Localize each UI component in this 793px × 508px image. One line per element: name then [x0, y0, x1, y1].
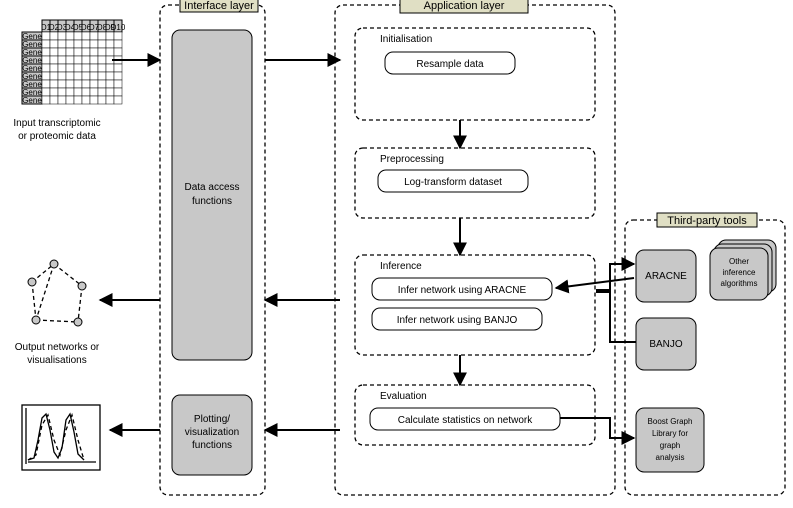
- other-l2: inference: [723, 268, 756, 277]
- infer-aracne-label: Infer network using ARACNE: [398, 285, 527, 296]
- other-l1: Other: [729, 257, 749, 266]
- logtransform-label: Log-transform dataset: [404, 177, 502, 188]
- evaluation-label: Evaluation: [380, 391, 427, 402]
- plotting-l3: functions: [192, 440, 232, 451]
- svg-text:Gene: Gene: [22, 96, 42, 105]
- initialisation-label: Initialisation: [380, 34, 432, 45]
- output-caption-l2: visualisations: [27, 355, 86, 366]
- output-caption-l1: Output networks or: [15, 342, 100, 353]
- svg-text:D10: D10: [111, 23, 126, 32]
- boost-l3: graph: [660, 441, 680, 450]
- boost-l2: Library for: [652, 429, 688, 438]
- plotting-l1: Plotting/: [194, 414, 230, 425]
- boost-l4: analysis: [656, 453, 685, 462]
- interface-layer-label: Interface layer: [184, 0, 254, 12]
- boost-l1: Boost Graph: [648, 417, 693, 426]
- data-access-l2: functions: [192, 196, 232, 207]
- banjo-label: BANJO: [649, 339, 683, 350]
- input-caption-l1: Input transcriptomic: [13, 118, 100, 129]
- output-network-icon: [28, 260, 86, 326]
- infer-banjo-label: Infer network using BANJO: [397, 315, 518, 326]
- calc-stats-label: Calculate statistics on network: [398, 415, 534, 426]
- aracne-label: ARACNE: [645, 271, 687, 282]
- output-plot-icon: [22, 405, 100, 470]
- data-access-box: [172, 30, 252, 360]
- input-caption-l2: or proteomic data: [18, 131, 96, 142]
- inference-label: Inference: [380, 261, 422, 272]
- application-layer-label: Application layer: [424, 0, 505, 12]
- resample-label: Resample data: [416, 59, 484, 70]
- data-access-l1: Data access: [184, 182, 239, 193]
- input-data-grid-icon: D1D2D3D4D5D6D7D8D9D10GeneGeneGeneGeneGen…: [22, 20, 126, 105]
- third-party-label: Third-party tools: [667, 215, 747, 227]
- plotting-l2: visualization: [185, 427, 239, 438]
- preprocessing-label: Preprocessing: [380, 154, 444, 165]
- other-l3: algorithms: [721, 279, 758, 288]
